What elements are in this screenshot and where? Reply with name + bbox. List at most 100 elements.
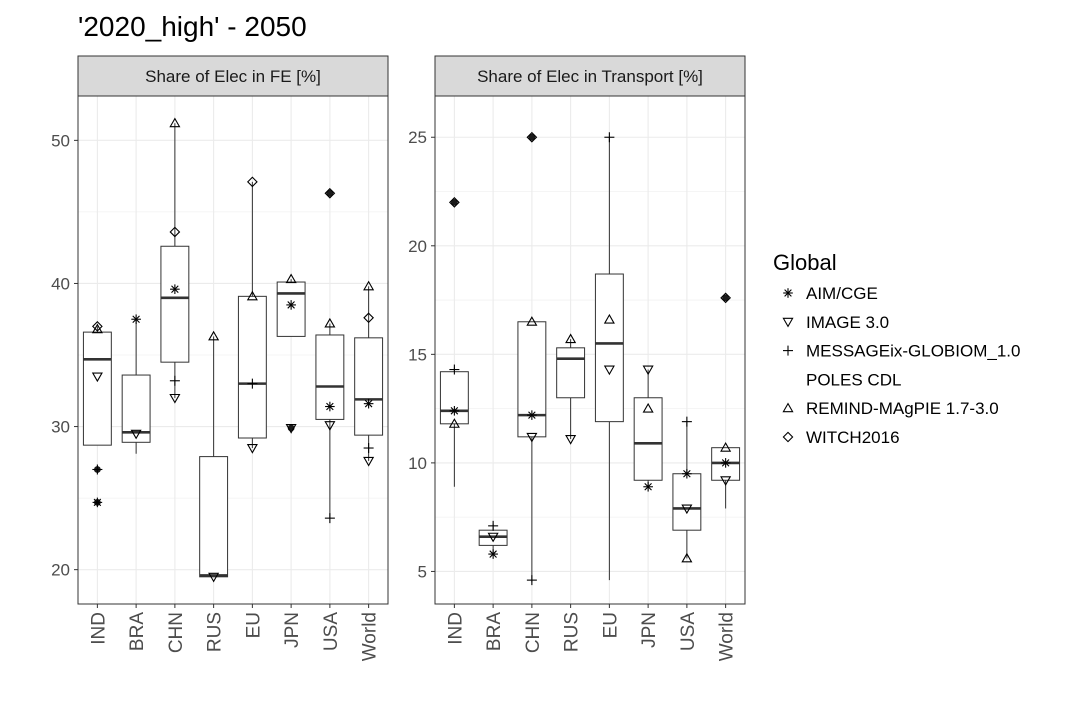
point-World-triangle-down-shape [720,476,732,486]
legend-key-triangle-down [782,317,794,328]
point-IND-asterisk [92,497,103,508]
point-BRA-triangle-down [487,532,499,543]
point-EU-triangle-down-shape [603,365,615,376]
point-RUS-triangle-down-shape [565,435,577,445]
point-EU-triangle-down [603,365,615,376]
point-IND-triangle-up-shape [448,418,460,428]
point-USA-asterisk [682,468,692,479]
point-CHN-diamond [169,226,181,238]
box-iqr [594,273,624,423]
point-JPN-asterisk [643,481,653,492]
legend-key-plus [783,345,793,356]
point-CHN-triangle-up-shape [169,117,181,128]
point-CHN-triangle-down-shape [526,432,538,443]
box-iqr [556,347,586,399]
x-tick-label: RUS [205,612,226,652]
point-EU-triangle-up [246,290,258,301]
point-CHN-asterisk [170,284,180,294]
legend-item: POLES CDL [806,370,901,389]
legend-key-diamond-shape [782,431,794,443]
x-tick-label: World [717,612,738,661]
point-RUS-triangle-up [208,330,220,341]
legend-item: MESSAGEix-GLOBIOM_1.0 [783,342,1020,361]
point-USA-asterisk-stroke [683,469,691,478]
point-IND-asterisk [449,405,460,416]
point-JPN-asterisk-stroke [287,301,295,309]
point-BRA-asterisk-stroke [489,550,497,558]
y-tick-label: 20 [408,237,427,256]
point-USA-diamond [324,187,336,199]
point-JPN-asterisk [286,300,296,310]
point-IND-diamond-shape [91,321,103,332]
model-points [448,131,732,586]
y-tick-label: 50 [51,131,70,150]
box-iqr [633,397,663,481]
point-EU-triangle-up-shape [246,290,258,301]
box-outlier [722,294,730,302]
x-tick-label: USA [321,612,342,651]
x-tick-label: IND [445,612,466,645]
legend-key-diamond [782,431,794,443]
box-iqr [82,331,112,446]
point-USA-diamond-shape [324,187,336,199]
point-IND-plus [92,464,103,475]
point-World-asterisk-stroke [364,399,373,408]
point-JPN-triangle-down-shape [642,365,654,376]
box-BRA [121,319,151,454]
panel-strip-label: Share of Elec in Transport [%] [477,67,703,86]
point-JPN-triangle-up-shape [285,273,297,284]
legend-key-triangle-down-shape [782,317,794,328]
point-EU-plus [247,378,258,389]
point-CHN-triangle-down [169,393,181,404]
point-USA-triangle-up [324,317,336,328]
legend-title: Global [773,250,837,275]
box-outlier [450,198,458,206]
box-EU [237,181,267,449]
point-CHN-triangle-down-shape [169,393,181,404]
point-BRA-plus [488,520,499,531]
legend-item-label: WITCH2016 [806,428,900,447]
x-tick-label: CHN [523,612,544,653]
point-CHN-plus [169,375,180,386]
y-tick-label: 30 [51,418,70,437]
point-USA-triangle-up-shape [681,552,693,563]
x-tick-label: EU [243,612,264,638]
y-tick-label: 10 [408,454,427,473]
point-EU-diamond-shape [246,176,258,188]
point-World-triangle-down [720,476,732,486]
box-iqr [354,337,384,436]
point-USA-triangle-down-shape [681,504,693,515]
point-USA-triangle-down-shape [324,421,336,431]
box-JPN [633,369,663,487]
point-World-triangle-down-shape [363,456,375,467]
point-USA-asterisk-stroke [326,402,334,411]
y-tick-label: 20 [51,561,70,580]
point-CHN-diamond-shape [169,226,181,238]
legend-item-label: MESSAGEix-GLOBIOM_1.0 [806,342,1020,361]
point-CHN-triangle-down [526,432,538,443]
y-tick-label: 5 [418,562,427,581]
point-CHN-plus [526,575,537,586]
point-World-diamond [363,312,375,324]
chart-title: '2020_high' - 2050 [78,11,307,42]
box-iqr [199,456,229,578]
legend-item-label: POLES CDL [806,370,901,389]
point-EU-triangle-up [603,313,615,324]
point-RUS-triangle-up-shape [208,330,220,341]
box-RUS [199,336,229,578]
point-BRA-asterisk [488,549,498,559]
legend-key-asterisk [783,288,793,298]
point-RUS-triangle-up-shape [565,333,577,344]
legend-item-label: REMIND-MAgPIE 1.7-3.0 [806,399,999,418]
point-CHN-asterisk [527,410,537,420]
panel-2: Share of Elec in Transport [%] 5 10 15 20 25 I… [408,55,746,661]
point-IND-triangle-down [91,372,103,383]
point-World-triangle-up [363,280,375,291]
x-tick-label: USA [678,612,699,651]
legend-item: REMIND-MAgPIE 1.7-3.0 [782,399,999,418]
point-World-asterisk [363,398,374,409]
point-World-diamond-shape [720,292,732,304]
point-BRA-triangle-down-shape [130,429,142,440]
box-RUS [556,339,586,440]
box-outlier [326,189,334,197]
